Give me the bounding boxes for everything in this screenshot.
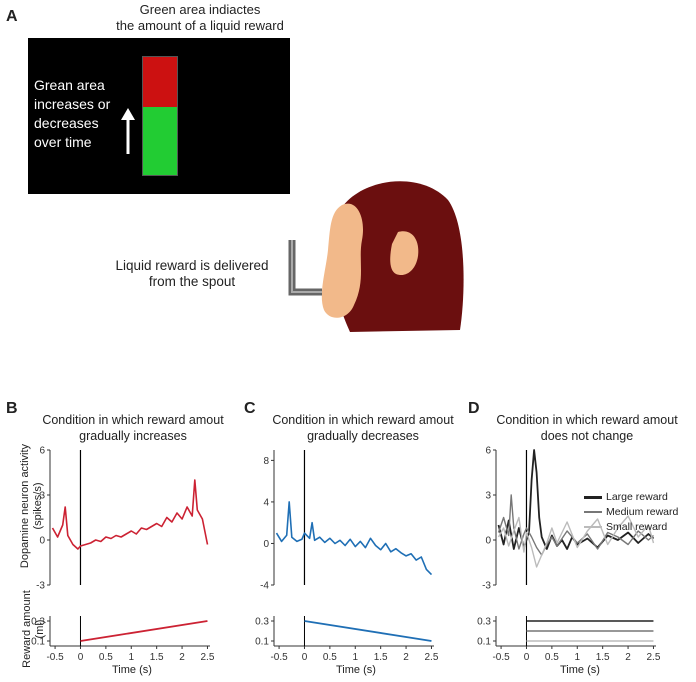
series-line-1 <box>51 479 209 550</box>
panel-d-chart: -3 0 3 6 0.1 0.3 -0.5 0 0.5 1 1.5 2 2.5 <box>477 446 661 664</box>
panel-c-xlabel: Time (s) <box>336 664 376 676</box>
x-tick-label: 2 <box>625 652 631 663</box>
y-tick-label: 0 <box>39 536 45 547</box>
panel-b-title: Condition in which reward amout graduall… <box>28 412 238 444</box>
x-tick-label: 1.5 <box>596 652 610 663</box>
screen-title-line1: Green area indiactes <box>139 2 261 17</box>
x-tick-label: 0 <box>302 652 308 663</box>
reward-bar-remaining <box>143 57 177 107</box>
spout-caption: Liquid reward is delivered from the spou… <box>92 258 292 290</box>
reward-y-tick-label: 0.1 <box>477 637 491 648</box>
monkey-illustration <box>288 181 464 332</box>
x-tick-label: 0.5 <box>323 652 337 663</box>
y-tick-label: 6 <box>39 446 45 457</box>
reward-y-tick-label: 0.3 <box>255 617 269 628</box>
panel-d-title-line2: does not change <box>540 429 634 443</box>
screen-text-line1: Grean area <box>34 77 105 93</box>
x-tick-label: -0.5 <box>492 652 510 663</box>
x-tick-label: 0 <box>78 652 84 663</box>
legend-label-large: Large reward <box>606 491 668 503</box>
x-tick-label: 2 <box>403 652 409 663</box>
y-tick-label: 8 <box>263 456 269 467</box>
panel-b-letter: B <box>6 400 18 417</box>
spout-caption-line2: from the spout <box>148 274 236 289</box>
panel-d-letter: D <box>468 400 480 417</box>
x-tick-label: 1 <box>128 652 134 663</box>
reward-bar-green-area <box>143 107 177 175</box>
x-tick-label: -0.5 <box>46 652 64 663</box>
monkey-face <box>321 203 364 318</box>
reward-bar <box>142 56 178 176</box>
y-tick-label: -4 <box>260 581 269 592</box>
reward-y-tick-label: 0.1 <box>255 637 269 648</box>
x-tick-label: 2 <box>179 652 185 663</box>
screen-text-line3: decreases <box>34 115 99 131</box>
screen-title-line2: the amount of a liquid reward <box>116 18 284 33</box>
x-tick-label: 0.5 <box>99 652 113 663</box>
panel-d-xlabel: Time (s) <box>560 664 600 676</box>
x-tick-label: 1.5 <box>150 652 164 663</box>
reward-line <box>80 620 208 642</box>
legend-item-large: Large reward <box>584 490 678 505</box>
panel-d-title: Condition in which reward amout does not… <box>482 412 692 444</box>
series-line-3 <box>497 515 655 568</box>
x-tick-label: 1.5 <box>374 652 388 663</box>
screen-text-line2: increases or <box>34 96 111 112</box>
y-tick-label: 3 <box>39 491 45 502</box>
spout-caption-line1: Liquid reward is delivered <box>115 258 269 273</box>
y-tick-label: -3 <box>482 581 491 592</box>
panel-b-chart: -3 0 3 6 0.1 0.3 -0.5 0 0.5 1 1.5 2 2.5 <box>31 446 215 664</box>
legend-item-small: Small reward <box>584 520 678 535</box>
panel-b-title-line1: Condition in which reward amout <box>42 413 224 427</box>
reward-y-tick-label: 0.3 <box>31 617 45 628</box>
y-tick-label: 6 <box>485 446 491 457</box>
x-tick-label: 2.5 <box>647 652 661 663</box>
y-tick-label: 0 <box>485 536 491 547</box>
monkey-ear <box>390 231 419 276</box>
reward-line <box>304 620 432 642</box>
x-tick-label: 2.5 <box>201 652 215 663</box>
legend-item-medium: Medium reward <box>584 505 678 520</box>
series-line-2 <box>497 494 654 556</box>
x-tick-label: 2.5 <box>425 652 439 663</box>
x-tick-label: -0.5 <box>270 652 288 663</box>
up-arrow-icon <box>121 108 135 154</box>
panel-b-title-line2: gradually increases <box>79 429 187 443</box>
panel-c-title: Condition in which reward amout graduall… <box>258 412 468 444</box>
x-tick-label: 0.5 <box>545 652 559 663</box>
y-tick-label: 0 <box>263 539 269 550</box>
panel-c-chart: -4 0 4 8 0.1 0.3 -0.5 0 0.5 1 1.5 2 2.5 <box>255 450 439 663</box>
screen-text-line4: over time <box>34 134 92 150</box>
y-tick-label: 4 <box>263 497 269 508</box>
task-screen: Grean area increases or decreases over t… <box>28 38 290 194</box>
panel-d-legend: Large reward Medium reward Small reward <box>584 490 678 535</box>
screen-instruction-text: Grean area increases or decreases over t… <box>34 76 110 152</box>
panel-b-xlabel: Time (s) <box>112 664 152 676</box>
panel-a-letter: A <box>6 8 18 25</box>
x-tick-label: 0 <box>524 652 530 663</box>
x-tick-label: 1 <box>352 652 358 663</box>
reward-y-tick-label: 0.1 <box>31 637 45 648</box>
panel-c-title-line1: Condition in which reward amout <box>272 413 454 427</box>
panel-c-title-line2: gradually decreases <box>307 429 419 443</box>
legend-label-medium: Medium reward <box>606 506 679 518</box>
panel-c-letter: C <box>244 400 256 417</box>
spout-icon <box>288 240 322 296</box>
panel-d-title-line1: Condition in which reward amout <box>496 413 678 427</box>
y-tick-label: -3 <box>36 581 45 592</box>
legend-label-small: Small reward <box>606 521 668 533</box>
x-tick-label: 1 <box>574 652 580 663</box>
reward-y-tick-label: 0.3 <box>477 617 491 628</box>
y-tick-label: 3 <box>485 491 491 502</box>
screen-title: Green area indiactes the amount of a liq… <box>70 2 330 34</box>
series-line-1 <box>275 501 433 576</box>
